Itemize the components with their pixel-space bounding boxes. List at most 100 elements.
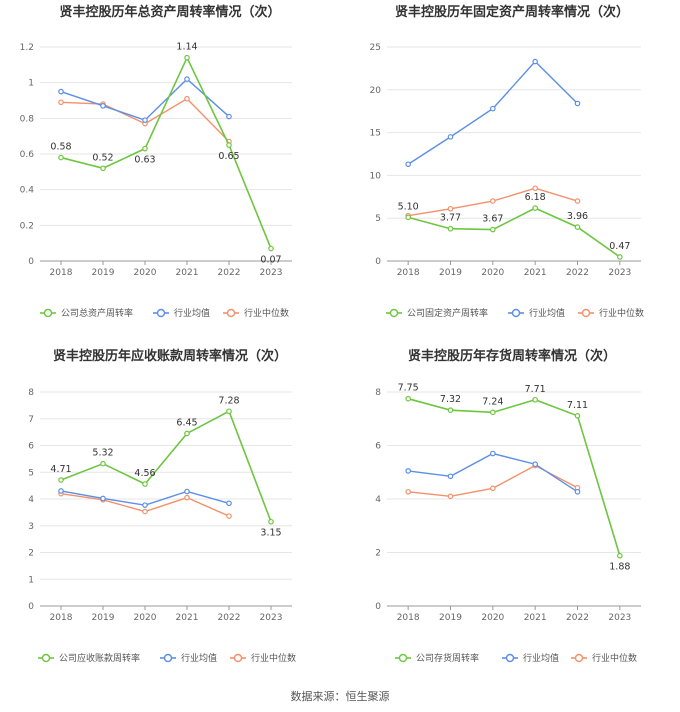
legend-item-company[interactable]: 公司应收账款周转率	[38, 652, 140, 664]
data-point-median	[447, 493, 454, 500]
data-point-company	[100, 460, 106, 467]
data-label: 7.24	[482, 396, 503, 407]
chart-3: 贤丰控股历年应收账款周转率情况（次） 0 1 2 3 4 5 6 7 8 2018 2019 2020 2…	[28, 348, 296, 664]
data-label: 0.65	[218, 151, 239, 162]
x-tick-label: 2020	[134, 613, 157, 623]
legend-label: 行业中位数	[592, 652, 637, 664]
x-tick-label: 2018	[397, 268, 420, 278]
data-label: 5.32	[92, 448, 113, 459]
legend-label: 行业中位数	[244, 307, 289, 319]
y-tick-label: 25	[370, 43, 381, 53]
data-label: 6.18	[525, 192, 546, 203]
series-line-company	[60, 55, 272, 249]
x-tick-label: 2023	[260, 268, 283, 278]
data-label: 7.75	[398, 383, 419, 394]
data-point-mean	[142, 117, 148, 123]
data-label: 0.52	[92, 152, 113, 163]
legend-marker-icon	[156, 308, 166, 318]
legend-marker-icon	[389, 308, 399, 318]
data-point-company	[617, 552, 623, 559]
y-tick-label: 4	[28, 495, 34, 505]
data-point-median	[184, 494, 190, 501]
legend-marker-icon	[226, 308, 236, 318]
chart-title: 贤丰控股历年应收账款周转率情况（次）	[53, 348, 287, 364]
data-point-company	[142, 481, 148, 487]
legend-item-median[interactable]: 行业中位数	[571, 652, 637, 664]
legend-item-median[interactable]: 行业中位数	[223, 307, 289, 319]
data-point-median	[58, 99, 64, 106]
legend-label: 公司应收账款周转率	[59, 652, 140, 664]
data-label: 0.58	[50, 142, 71, 153]
data-label: 4.71	[50, 464, 71, 475]
data-point-mean	[226, 113, 232, 120]
data-point-company	[574, 413, 581, 419]
legend-item-median[interactable]: 行业中位数	[578, 307, 644, 319]
series-line-company	[60, 410, 272, 523]
x-tick-label: 2019	[439, 613, 462, 623]
data-label: 0.63	[134, 155, 155, 166]
y-tick-label: 8	[28, 388, 34, 398]
legend-item-mean[interactable]: 行业均值	[153, 307, 210, 319]
data-label: 4.56	[134, 468, 155, 479]
data-label: 0.47	[609, 241, 630, 252]
legend-label: 行业均值	[523, 652, 559, 664]
data-point-company	[447, 407, 454, 413]
y-tick-label: 3	[28, 522, 34, 532]
data-point-median	[447, 205, 454, 212]
y-tick-label: 0.6	[20, 150, 35, 160]
data-point-mean	[100, 495, 106, 502]
legend-item-mean[interactable]: 行业均值	[508, 307, 565, 319]
y-tick-label: 1	[28, 79, 34, 89]
legend-item-median[interactable]: 行业中位数	[230, 652, 296, 664]
chart-4: 贤丰控股历年存货周转率情况（次） 0 2 4 6 8 2018 2019 2020 2021 202…	[375, 348, 641, 664]
data-point-company	[184, 54, 190, 61]
data-point-company	[226, 142, 232, 148]
y-tick-label: 10	[370, 171, 382, 181]
data-point-mean	[405, 161, 411, 168]
x-tick-label: 2019	[92, 613, 115, 623]
data-point-company	[100, 165, 106, 172]
y-tick-label: 0.8	[20, 114, 35, 124]
y-tick-label: 1	[28, 575, 34, 585]
data-point-mean	[574, 488, 581, 495]
data-point-mean	[226, 500, 232, 507]
data-point-company	[58, 154, 64, 161]
data-point-company	[226, 408, 232, 415]
legend-marker-icon	[43, 308, 53, 318]
data-label: 3.67	[482, 214, 503, 225]
data-point-mean	[447, 473, 454, 480]
data-label: 7.11	[567, 400, 588, 411]
legend-item-mean[interactable]: 行业均值	[160, 652, 217, 664]
chart-title: 贤丰控股历年固定资产周转率情况（次）	[395, 4, 629, 20]
chart-2: 贤丰控股历年固定资产周转率情况（次） 0 5 10 15 20 25 2018 2019 2020…	[370, 4, 644, 319]
y-tick-label: 0	[375, 602, 381, 612]
x-tick-label: 2018	[50, 268, 73, 278]
data-point-company	[447, 225, 454, 232]
data-label: 7.28	[218, 395, 239, 406]
legend-item-company[interactable]: 公司总资产周转率	[40, 307, 133, 319]
legend-marker-icon	[233, 653, 243, 663]
data-point-company	[58, 477, 64, 483]
legend-item-company[interactable]: 公司存货周转率	[395, 652, 479, 664]
legend-item-mean[interactable]: 行业均值	[502, 652, 559, 664]
legend-item-company[interactable]: 公司固定资产周转率	[386, 307, 488, 319]
data-point-company	[532, 205, 538, 211]
x-tick-label: 2021	[176, 268, 199, 278]
data-point-mean	[490, 105, 496, 112]
data-point-company	[532, 396, 538, 403]
series-line-median	[408, 464, 578, 498]
x-tick-label: 2022	[218, 613, 241, 623]
data-point-mean	[532, 461, 538, 468]
x-tick-label: 2020	[134, 268, 157, 278]
y-tick-label: 5	[28, 468, 34, 478]
y-tick-label: 0	[375, 257, 381, 267]
legend-label: 行业中位数	[251, 652, 296, 664]
x-tick-label: 2020	[481, 268, 504, 278]
legend-label: 公司存货周转率	[416, 652, 479, 664]
data-point-mean	[184, 76, 190, 82]
legend-marker-icon	[41, 653, 51, 663]
x-tick-label: 2019	[439, 268, 462, 278]
data-point-median	[405, 488, 411, 495]
y-tick-label: 0	[28, 602, 34, 612]
